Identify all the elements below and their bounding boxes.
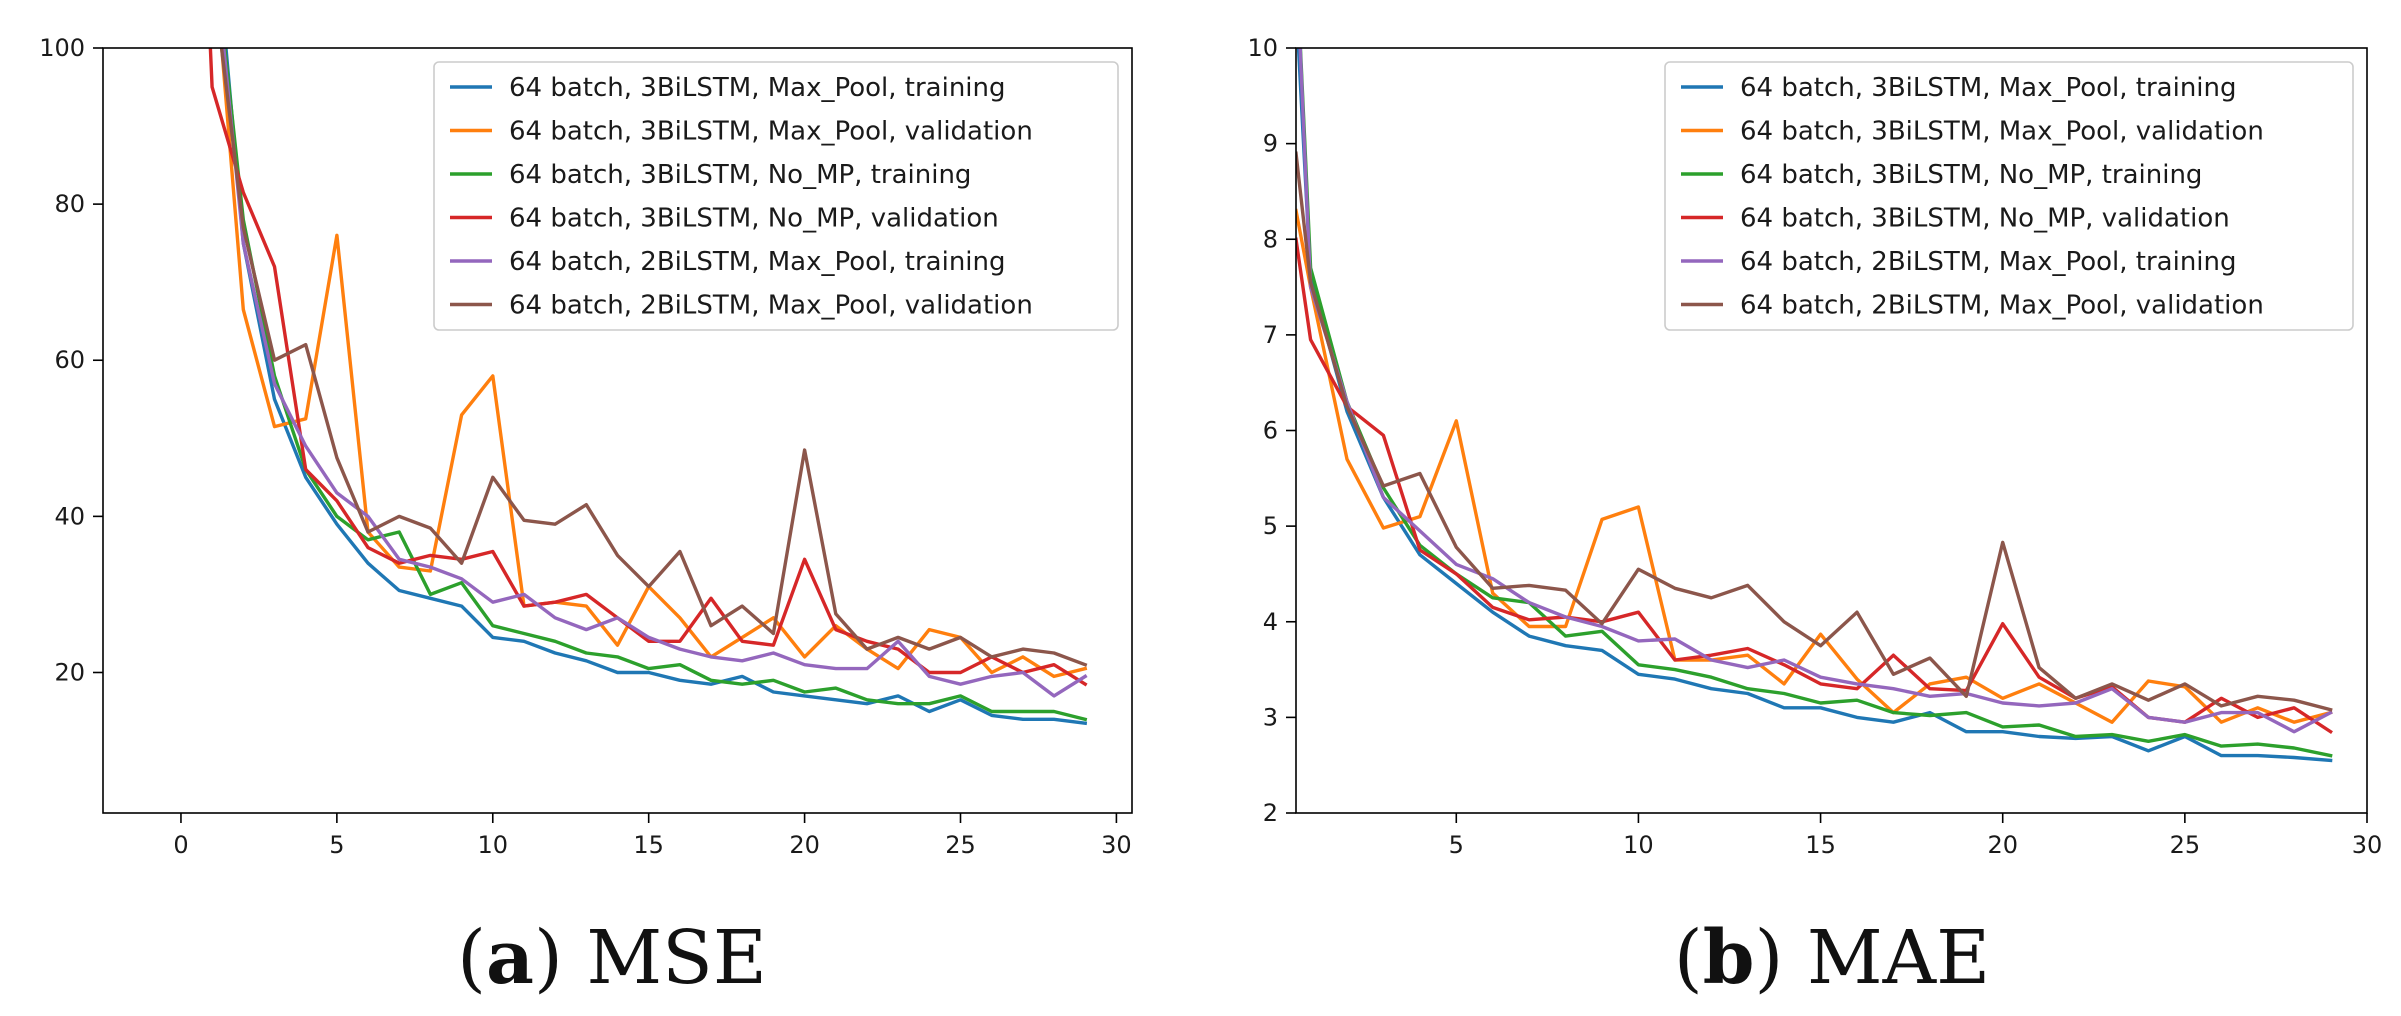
legend-label: 64 batch, 3BiLSTM, No_MP, training [509, 160, 971, 190]
y-tick-label: 8 [1263, 225, 1278, 253]
legend-label: 64 batch, 3BiLSTM, No_MP, validation [509, 204, 999, 234]
x-tick-label: 5 [329, 831, 344, 859]
axes-frame [102, 47, 1133, 814]
subplot-caption: (b) MAE [1674, 915, 1990, 1001]
y-tick-label: 6 [1263, 417, 1278, 445]
series-line-orange [1296, 208, 2333, 724]
legend: 64 batch, 3BiLSTM, Max_Pool, training 64 … [433, 61, 1119, 331]
x-tick-label: 15 [1805, 831, 1836, 859]
x-tick-label: 30 [1101, 831, 1132, 859]
legend-label: 64 batch, 3BiLSTM, Max_Pool, training [1740, 73, 2237, 103]
y-tick-label: 3 [1263, 703, 1278, 731]
y-tick-label: 7 [1263, 321, 1278, 349]
mae-chart: 5 10 15 20 25 30 2 3 4 5 6 7 8 9 10 64 batch, 3BiLSTM, … [1247, 34, 2383, 1001]
series-line-brown [1296, 151, 2333, 712]
y-tick-label: 80 [54, 190, 85, 218]
legend-label: 64 batch, 3BiLSTM, Max_Pool, training [509, 73, 1006, 103]
y-tick-label: 60 [54, 346, 85, 374]
series-line-purple [1298, 48, 2333, 734]
legend-label: 64 batch, 2BiLSTM, Max_Pool, training [1740, 247, 2237, 277]
series-group [208, 48, 1088, 726]
legend-label: 64 batch, 2BiLSTM, Max_Pool, validation [509, 291, 1033, 321]
y-tick-label: 2 [1263, 799, 1278, 827]
y-tick-label: 40 [54, 502, 85, 530]
x-tick-label: 20 [1987, 831, 2018, 859]
y-tick-label: 4 [1263, 608, 1278, 636]
x-tick-label: 15 [633, 831, 664, 859]
y-tick-label: 5 [1263, 512, 1278, 540]
x-tick-label: 25 [945, 831, 976, 859]
series-line-green [223, 48, 1088, 722]
series-line-blue [1296, 48, 2333, 763]
x-tick-label: 0 [173, 831, 188, 859]
x-tick-label: 10 [477, 831, 508, 859]
legend-box [1664, 61, 2354, 331]
x-tick-label: 5 [1449, 831, 1464, 859]
legend-label: 64 batch, 2BiLSTM, Max_Pool, validation [1740, 291, 2264, 321]
legend: 64 batch, 3BiLSTM, Max_Pool, training 64 … [1664, 61, 2354, 331]
x-tick-label: 10 [1623, 831, 1654, 859]
x-tick-label: 30 [2352, 831, 2383, 859]
legend-box [433, 61, 1119, 331]
legend-label: 64 batch, 3BiLSTM, Max_Pool, validation [509, 117, 1033, 147]
legend-label: 64 batch, 2BiLSTM, Max_Pool, training [509, 247, 1006, 277]
subplot-caption: (a) MSE [457, 915, 767, 1001]
series-line-orange [220, 48, 1088, 679]
y-tick-label: 100 [39, 34, 85, 62]
series-line-purple [222, 48, 1088, 698]
y-tick-label: 9 [1263, 130, 1278, 158]
x-tick-label: 20 [789, 831, 820, 859]
x-tick-label: 25 [2170, 831, 2201, 859]
y-tick-label: 20 [54, 658, 85, 686]
legend-label: 64 batch, 3BiLSTM, No_MP, validation [1740, 204, 2230, 234]
series-line-blue [224, 48, 1088, 726]
legend-label: 64 batch, 3BiLSTM, Max_Pool, validation [1740, 117, 2264, 147]
legend-label: 64 batch, 3BiLSTM, No_MP, training [1740, 160, 2202, 190]
series-line-brown [219, 48, 1088, 667]
mse-chart: 0 5 10 15 20 25 30 20 40 60 80 100 64 batch, 3BiLSTM… [39, 34, 1133, 1001]
y-tick-label: 10 [1247, 34, 1278, 62]
series-group [1296, 48, 2333, 763]
